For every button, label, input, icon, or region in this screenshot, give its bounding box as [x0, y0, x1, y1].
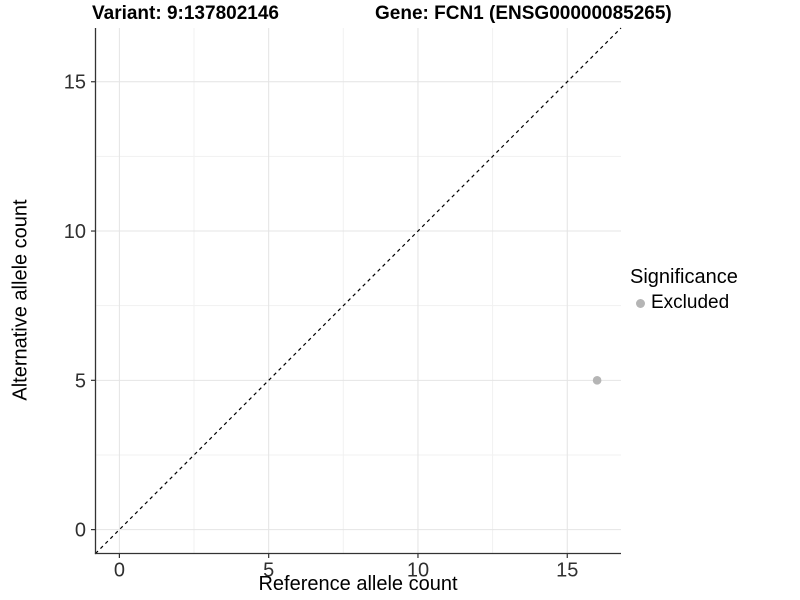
legend-point-icon	[636, 298, 645, 308]
legend: Significance Excluded	[630, 266, 738, 314]
y-tick-label: 10	[64, 221, 86, 243]
legend-item-label: Excluded	[651, 292, 730, 313]
x-tick-label: 5	[263, 560, 274, 582]
y-tick-label: 15	[64, 72, 86, 94]
x-tick-label: 10	[407, 560, 429, 582]
x-axis-label: Reference allele count	[258, 573, 458, 595]
legend-item: Excluded	[636, 292, 738, 314]
identity-line	[95, 27, 622, 554]
x-tick-label: 0	[114, 560, 125, 582]
variant-title: Variant: 9:137802146	[92, 3, 279, 24]
data-point	[592, 376, 602, 385]
y-axis-label: Alternative allele count	[9, 199, 32, 401]
legend-title: Significance	[630, 266, 738, 288]
y-tick-label: 0	[75, 520, 86, 542]
x-tick-label: 15	[556, 560, 578, 582]
gene-title: Gene: FCN1 (ENSG00000085265)	[375, 3, 672, 24]
y-tick-label: 5	[75, 370, 86, 392]
